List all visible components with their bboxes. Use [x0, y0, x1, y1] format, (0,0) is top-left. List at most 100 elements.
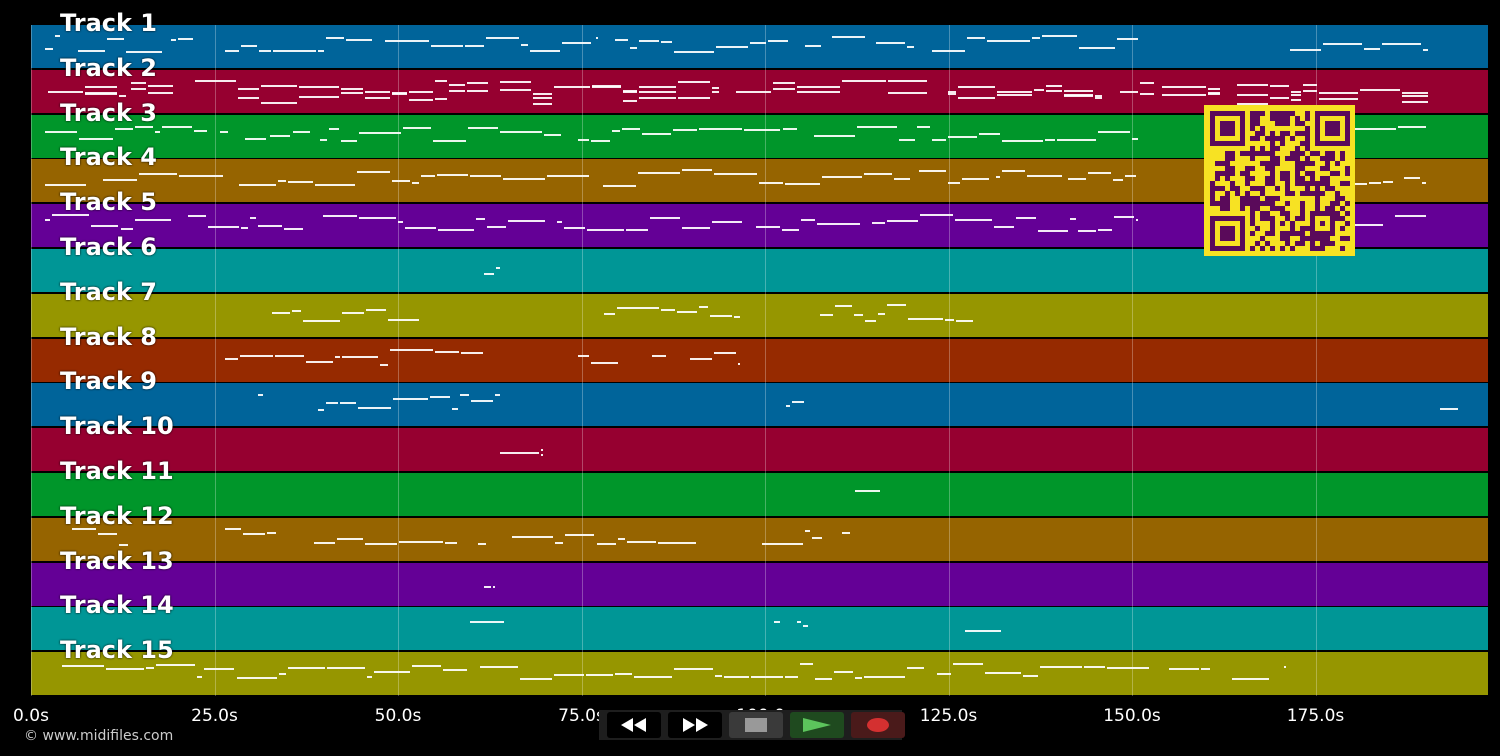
- note-segment: [546, 175, 590, 178]
- note-segment: [864, 172, 892, 175]
- record-button[interactable]: [851, 712, 905, 738]
- note-segment: [179, 175, 223, 178]
- note-segment: [155, 664, 195, 667]
- note-segment: [385, 39, 429, 42]
- note-segment: [508, 220, 545, 223]
- note-segment: [736, 91, 772, 94]
- note-segment: [358, 216, 397, 219]
- note-segment: [947, 93, 957, 96]
- note-segment: [955, 219, 992, 222]
- track-lane: [31, 517, 1488, 561]
- note-segment: [750, 675, 783, 678]
- note-segment: [774, 620, 780, 623]
- note-segment: [272, 311, 290, 314]
- note-segment: [358, 407, 392, 410]
- note-segment: [979, 133, 1000, 136]
- note-segment: [299, 86, 339, 89]
- note-segment: [195, 80, 237, 83]
- note-segment: [855, 677, 862, 680]
- note-segment: [796, 91, 841, 94]
- note-segment: [907, 46, 915, 49]
- note-segment: [97, 532, 118, 535]
- note-segment: [467, 82, 488, 85]
- note-segment: [178, 38, 193, 41]
- note-segment: [617, 537, 626, 540]
- time-tick-label: 150.0s: [1103, 706, 1161, 726]
- track-lane: [31, 249, 1488, 292]
- note-segment: [944, 319, 955, 322]
- note-segment: [877, 312, 885, 315]
- note-segment: [292, 131, 310, 134]
- note-segment: [887, 219, 919, 222]
- note-segment: [920, 214, 954, 217]
- note-segment: [275, 354, 304, 357]
- note-segment: [958, 86, 995, 89]
- note-segment: [1423, 49, 1428, 52]
- note-segment: [565, 534, 595, 537]
- track-label: Track 15: [60, 636, 174, 665]
- note-segment: [365, 308, 387, 311]
- time-gridline: [1132, 25, 1133, 696]
- note-segment: [448, 89, 466, 92]
- note-segment: [492, 585, 495, 588]
- note-segment: [45, 184, 86, 187]
- time-tick-label: 25.0s: [191, 706, 238, 726]
- fast-forward-button[interactable]: [668, 712, 722, 738]
- note-segment: [389, 349, 433, 352]
- note-segment: [45, 130, 77, 133]
- time-gridline: [949, 25, 950, 696]
- track-lane: [31, 338, 1488, 382]
- note-segment: [623, 99, 637, 102]
- rewind-icon: [621, 718, 646, 732]
- note-segment: [325, 401, 338, 404]
- note-segment: [1290, 90, 1302, 93]
- note-segment: [1031, 36, 1040, 39]
- note-segment: [947, 90, 957, 93]
- note-segment: [673, 129, 698, 132]
- note-segment: [393, 397, 429, 400]
- stop-button[interactable]: [729, 712, 783, 738]
- note-segment: [1440, 408, 1458, 411]
- note-segment: [1236, 84, 1268, 87]
- note-segment: [1098, 228, 1112, 231]
- track-label: Track 10: [60, 412, 174, 441]
- note-segment: [148, 85, 174, 88]
- note-segment: [170, 39, 177, 42]
- note-segment: [1402, 101, 1428, 104]
- note-segment: [996, 91, 1032, 94]
- note-segment: [682, 226, 711, 229]
- note-segment: [1045, 90, 1062, 93]
- time-tick-label: 75.0s: [558, 706, 605, 726]
- note-segment: [1404, 176, 1420, 179]
- note-segment: [1131, 138, 1138, 141]
- note-segment: [541, 449, 544, 452]
- note-segment: [476, 217, 486, 220]
- note-segment: [786, 404, 790, 407]
- note-segment: [804, 530, 810, 533]
- note-segment: [984, 671, 1021, 674]
- note-segment: [437, 173, 469, 176]
- note-segment: [996, 93, 1032, 96]
- note-segment: [433, 139, 466, 142]
- time-tick-label: 0.0s: [13, 706, 49, 726]
- time-gridline: [1316, 25, 1317, 696]
- note-segment: [1207, 88, 1220, 91]
- note-segment: [743, 128, 781, 131]
- rewind-button[interactable]: [607, 712, 661, 738]
- note-segment: [130, 87, 147, 90]
- note-segment: [203, 668, 235, 671]
- note-segment: [91, 225, 119, 228]
- note-segment: [470, 621, 504, 624]
- note-segment: [578, 355, 589, 358]
- track-label: Track 14: [60, 591, 174, 620]
- note-segment: [340, 91, 364, 94]
- note-segment: [712, 220, 742, 223]
- note-segment: [816, 223, 860, 226]
- note-segment: [148, 92, 174, 95]
- note-segment: [120, 228, 133, 231]
- note-segment: [107, 38, 125, 41]
- play-button[interactable]: [790, 712, 844, 738]
- note-segment: [188, 214, 206, 217]
- note-segment: [1284, 665, 1287, 668]
- note-segment: [367, 676, 372, 679]
